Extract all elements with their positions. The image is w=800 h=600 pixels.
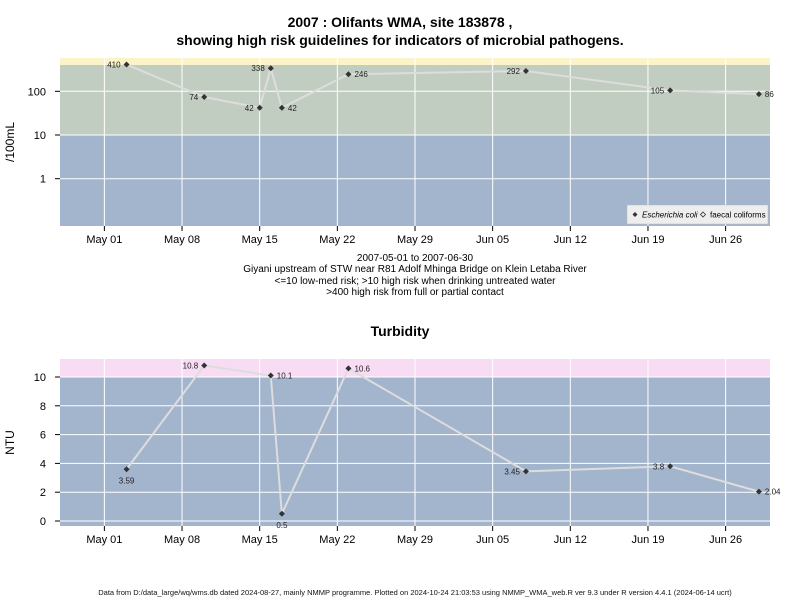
panel1-y-axis-label: /100mL — [3, 122, 17, 162]
panel2-point-label-5: 3.45 — [504, 467, 520, 476]
panel1-point-label-6: 292 — [507, 67, 521, 76]
panel2-point-label-2: 10.1 — [277, 372, 293, 381]
panel2-xtick-label-6: Jun 12 — [554, 534, 587, 546]
panel1-point-7 — [667, 87, 674, 94]
panel2-point-4 — [345, 365, 352, 372]
legend-symbol-ecoli — [632, 212, 638, 217]
panel1-ytick-label-1: 10 — [34, 130, 46, 142]
panel1-point-label-4: 42 — [288, 104, 297, 113]
panel2-y-axis-label: NTU — [3, 430, 17, 455]
panel2-point-label-0: 3.59 — [119, 476, 135, 485]
panel1-point-8 — [755, 91, 762, 98]
panel1-xtick-label-0: May 01 — [86, 234, 122, 246]
panel1-xtick-label-5: Jun 05 — [476, 234, 509, 246]
panel2-ytick-label-0: 0 — [40, 516, 46, 528]
panel2-ytick-label-5: 10 — [34, 372, 46, 384]
panel1-point-1 — [201, 94, 208, 101]
panel2-ytick-label-2: 4 — [40, 458, 46, 470]
panel1-xtick-label-3: May 22 — [319, 234, 355, 246]
panel1-xtick-label-6: Jun 12 — [554, 234, 587, 246]
panel2-xtick-label-7: Jun 19 — [631, 534, 664, 546]
turbidity-title: Turbidity — [370, 323, 430, 339]
panel2-xtick-label-0: May 01 — [86, 534, 122, 546]
panel1-point-label-8: 86 — [765, 90, 774, 99]
panel1-xtick-label-1: May 08 — [164, 234, 200, 246]
panel1-point-label-7: 105 — [651, 86, 665, 95]
panel2-ytick-label-4: 8 — [40, 401, 46, 413]
legend-label-faecal: faecal coliforms — [710, 211, 766, 220]
panel2-point-label-1: 10.8 — [183, 361, 199, 370]
legend-box — [626, 204, 769, 225]
panel2-ytick-label-1: 2 — [40, 487, 46, 499]
panel2-xtick-label-1: May 08 — [164, 534, 200, 546]
legend-label-ecoli: Escherichia coli — [642, 211, 698, 220]
panel1-ytick-label-0: 1 — [40, 174, 46, 186]
panel2-ytick-label-3: 6 — [40, 430, 46, 442]
panel2-xtick-label-3: May 22 — [319, 534, 355, 546]
panel1-point-0 — [123, 61, 130, 68]
panel2-point-1 — [201, 362, 208, 369]
panel2-point-2 — [267, 372, 274, 379]
panel1-point-label-3: 338 — [251, 64, 265, 73]
panel1-point-3 — [267, 65, 274, 72]
panel2-point-6 — [667, 463, 674, 470]
panel1-ytick-label-2: 100 — [28, 86, 46, 98]
chart-title-line2: showing high risk guidelines for indicat… — [176, 32, 624, 48]
panel1-point-4 — [278, 104, 285, 111]
panel2-xtick-label-2: May 15 — [242, 534, 278, 546]
panel2-point-5 — [522, 468, 529, 475]
legend-symbol-faecal — [699, 211, 707, 218]
panel2-point-label-4: 10.6 — [354, 364, 370, 373]
panel2-point-label-7: 2.04 — [765, 488, 781, 497]
chart-title-line1: 2007 : Olifants WMA, site 183878 , — [287, 14, 513, 30]
panel2-xtick-label-8: Jun 26 — [709, 534, 742, 546]
panel2-series-line — [125, 364, 760, 518]
panel2-xtick-label-4: May 29 — [397, 534, 433, 546]
panel1-point-label-2: 42 — [245, 104, 254, 113]
site-description-caption: Giyani upstream of STW near R81 Adolf Mh… — [243, 264, 587, 275]
panel1-xtick-label-7: Jun 19 — [631, 234, 664, 246]
panel1-xtick-label-8: Jun 26 — [709, 234, 742, 246]
panel2-point-7 — [755, 488, 762, 495]
panel1-point-label-5: 246 — [354, 70, 368, 79]
guideline-caption-2: >400 high risk from full or partial cont… — [326, 287, 504, 298]
panel1-xtick-label-2: May 15 — [242, 234, 278, 246]
panel1-point-5 — [345, 71, 352, 78]
panel2-point-label-6: 3.8 — [653, 462, 665, 471]
panel1-point-label-1: 74 — [189, 93, 198, 102]
panel1-xtick-label-4: May 29 — [397, 234, 433, 246]
panel1-point-6 — [522, 67, 529, 74]
footer-note: Data from D:/data_large/wq/wms.db dated … — [98, 588, 732, 597]
panel1-point-2 — [256, 104, 263, 111]
panel2-point-0 — [123, 466, 130, 473]
panel2-point-3 — [278, 510, 285, 517]
panel1-point-label-0: 410 — [107, 61, 121, 70]
panel2-point-label-3: 0.5 — [276, 521, 288, 530]
date-range-caption: 2007-05-01 to 2007-06-30 — [356, 253, 474, 264]
guideline-caption-1: <=10 low-med risk; >10 high risk when dr… — [274, 276, 556, 287]
panel2-xtick-label-5: Jun 05 — [476, 534, 509, 546]
